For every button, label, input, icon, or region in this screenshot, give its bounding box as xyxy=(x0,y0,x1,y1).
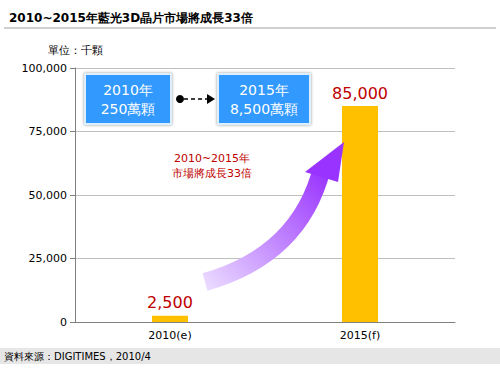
svg-text:2015(f): 2015(f) xyxy=(340,329,380,342)
svg-text:資料來源：DIGITIMES，2010/4: 資料來源：DIGITIMES，2010/4 xyxy=(4,351,151,362)
svg-text:單位：千顆: 單位：千顆 xyxy=(48,44,103,57)
svg-text:85,000: 85,000 xyxy=(332,84,388,103)
svg-text:50,000: 50,000 xyxy=(29,189,68,202)
svg-text:0: 0 xyxy=(60,316,67,329)
svg-text:市場將成長33倍: 市場將成長33倍 xyxy=(172,167,252,180)
svg-text:100,000: 100,000 xyxy=(22,62,68,75)
svg-text:2010年: 2010年 xyxy=(103,82,153,98)
svg-text:2015年: 2015年 xyxy=(239,82,289,98)
svg-text:25,000: 25,000 xyxy=(29,252,68,265)
svg-text:250萬顆: 250萬顆 xyxy=(101,101,156,117)
svg-text:2010~2015年: 2010~2015年 xyxy=(174,152,250,165)
svg-text:75,000: 75,000 xyxy=(29,125,68,138)
svg-text:2010(e): 2010(e) xyxy=(148,329,191,342)
svg-text:8,500萬顆: 8,500萬顆 xyxy=(230,101,298,117)
svg-text:2,500: 2,500 xyxy=(147,293,193,312)
svg-text:2010~2015年藍光3D晶片市場將成長33倍: 2010~2015年藍光3D晶片市場將成長33倍 xyxy=(9,11,253,25)
